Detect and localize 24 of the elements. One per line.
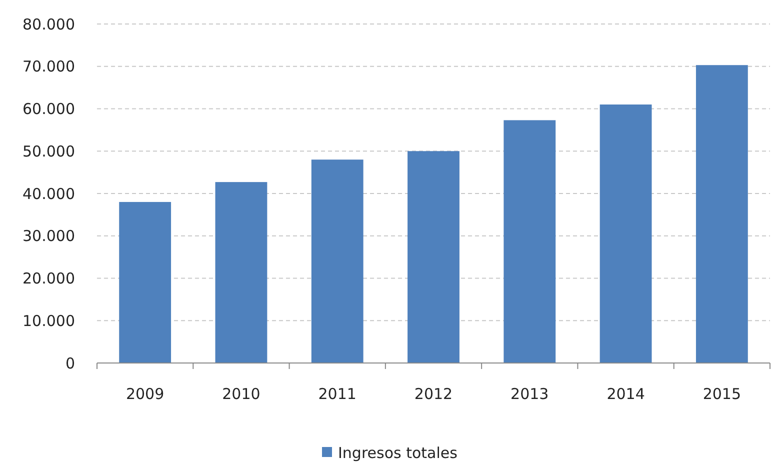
bar [408, 151, 460, 363]
x-tick-label: 2012 [414, 385, 453, 403]
bar [696, 65, 748, 363]
legend-label: Ingresos totales [338, 444, 458, 462]
bar [311, 160, 364, 363]
x-tick-label: 2015 [702, 385, 742, 403]
x-tick-label: 2014 [606, 385, 645, 403]
y-tick-label: 30.000 [22, 227, 75, 246]
bar [600, 104, 652, 363]
y-tick-label: 10.000 [22, 312, 75, 330]
x-tick-label: 2011 [318, 385, 356, 403]
y-tick-label: 40.000 [22, 184, 75, 203]
y-tick-label: 70.000 [22, 58, 75, 76]
x-tick-label: 2009 [126, 385, 164, 403]
bar [504, 120, 556, 363]
y-tick-label: 20.000 [22, 270, 75, 288]
y-tick-label: 60.000 [22, 100, 75, 118]
y-tick-label: 0 [65, 354, 75, 372]
x-tick-label: 2010 [222, 385, 260, 403]
bar [119, 202, 172, 363]
x-tick-label: 2013 [510, 385, 549, 403]
bar [215, 182, 268, 363]
y-tick-label: 50.000 [22, 142, 75, 160]
y-tick-label: 80.000 [22, 15, 75, 34]
